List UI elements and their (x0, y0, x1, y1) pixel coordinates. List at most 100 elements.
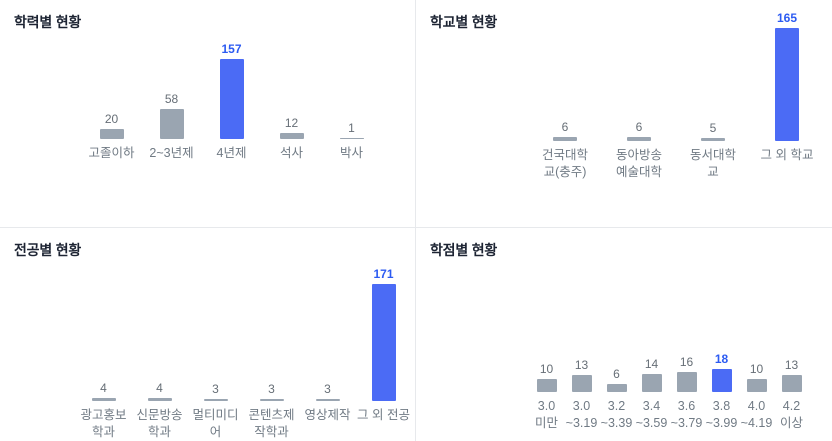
chart-panel-education-level: 학력별 현황 20 고졸이하 58 2~3년제 157 4년제 12 석사 1 박사 (0, 0, 416, 228)
category-label: 신문방송 학과 (136, 408, 183, 439)
bar-group: 4 광고홍보 학과 (76, 264, 132, 441)
bar-stack: 14 (641, 349, 662, 392)
bar-value: 4 (100, 381, 107, 395)
bar-stack: 10 (746, 349, 767, 392)
bar (627, 137, 651, 141)
bar-stack: 3 (315, 264, 340, 401)
bar-stack: 4 (91, 264, 116, 401)
bar (259, 399, 284, 401)
bar-group: 20 고졸이하 (82, 39, 142, 163)
category-label: 4.2 이상 (779, 399, 803, 430)
bar (553, 137, 577, 141)
bar-chart-school: 6 건국대학 교(충주) 6 동아방송 예술대학 5 동서대학 교 165 그 외 학교 (416, 8, 832, 181)
bar (676, 372, 697, 392)
bar-group: 10 3.0 미만 (529, 349, 564, 430)
bar-group: 5 동서대학 교 (676, 8, 750, 181)
bar (701, 138, 725, 141)
bar-stack: 4 (147, 264, 172, 401)
bar-group: 157 4년제 (202, 39, 262, 163)
bar-value-highlighted: 18 (714, 352, 729, 366)
chart-panel-school: 학교별 현황 6 건국대학 교(충주) 6 동아방송 예술대학 5 동서대학 교 165 그 … (416, 0, 832, 228)
category-label: 4년제 (216, 146, 247, 160)
bar-value: 1 (348, 121, 355, 135)
bar-highlighted (219, 59, 244, 139)
bar-stack: 3 (259, 264, 284, 401)
bar (571, 375, 592, 392)
bar (147, 398, 172, 401)
bar (339, 138, 364, 139)
category-label: 광고홍보 학과 (80, 408, 127, 439)
bar-value: 5 (709, 121, 717, 135)
category-label: 영상제작 (304, 408, 351, 422)
bar (746, 379, 767, 392)
bar-group: 14 3.4 ~3.59 (634, 349, 669, 430)
bar-value: 13 (574, 358, 589, 372)
bar-value: 10 (749, 362, 764, 376)
bar-value: 20 (104, 112, 119, 126)
chart-title-gpa: 학점별 현황 (430, 242, 498, 258)
bar (536, 379, 557, 392)
bar-group: 4 신문방송 학과 (132, 264, 188, 441)
bar-value: 6 (561, 120, 569, 134)
bar-chart-major: 4 광고홍보 학과 4 신문방송 학과 3 멀티미디 어 3 콘텐츠제 작학과 3 영상제작 171… (0, 264, 415, 441)
bar-group: 6 3.2 ~3.39 (599, 349, 634, 430)
bar-highlighted (711, 369, 732, 392)
bar-group: 171 그 외 전공 (356, 264, 412, 441)
category-label: 3.2 ~3.39 (600, 399, 633, 430)
bar-group: 13 3.0 ~3.19 (564, 349, 599, 430)
bar-group: 18 3.8 ~3.99 (704, 349, 739, 430)
bar-group: 3 영상제작 (300, 264, 356, 441)
category-label: 콘텐츠제 작학과 (248, 408, 295, 439)
bar-stack: 10 (536, 349, 557, 392)
bar-group: 1 박사 (322, 39, 382, 163)
bar-stack: 157 (219, 39, 244, 139)
bar (606, 384, 627, 392)
bar-value: 16 (679, 355, 694, 369)
bar (91, 398, 116, 401)
bar-value: 14 (644, 357, 659, 371)
category-label: 멀티미디 어 (192, 408, 239, 439)
category-label: 동아방송 예술대학 (615, 148, 662, 179)
category-label: 건국대학 교(충주) (541, 148, 588, 179)
bar-value: 13 (784, 358, 799, 372)
chart-title-school: 학교별 현황 (430, 14, 498, 30)
bar-stack: 13 (571, 349, 592, 392)
category-label: 4.0 ~4.19 (740, 399, 773, 430)
bar-stack: 12 (279, 39, 304, 139)
bar-group: 3 멀티미디 어 (188, 264, 244, 441)
bar-highlighted (371, 284, 396, 401)
bar-value-highlighted: 171 (373, 267, 394, 281)
bar-value: 6 (613, 367, 620, 381)
category-label: 동서대학 교 (689, 148, 736, 179)
bar-value: 10 (539, 362, 554, 376)
category-label: 그 외 학교 (760, 148, 814, 162)
bar-group: 3 콘텐츠제 작학과 (244, 264, 300, 441)
category-label: 3.0 미만 (534, 399, 558, 430)
bar-chart-education-level: 20 고졸이하 58 2~3년제 157 4년제 12 석사 1 박사 (0, 39, 415, 163)
bar-group: 12 석사 (262, 39, 322, 163)
bar-stack: 16 (676, 349, 697, 392)
bar-group: 13 4.2 이상 (774, 349, 809, 430)
category-label: 3.0 ~3.19 (565, 399, 598, 430)
chart-title-major: 전공별 현황 (14, 242, 82, 258)
bar-stack: 3 (203, 264, 228, 401)
bar-value: 3 (212, 382, 219, 396)
bar (781, 375, 802, 392)
category-label: 고졸이하 (88, 146, 135, 160)
bar-stack: 18 (711, 349, 732, 392)
bar-stack: 171 (371, 264, 396, 401)
category-label: 석사 (279, 146, 303, 160)
bar-group: 58 2~3년제 (142, 39, 202, 163)
category-label: 2~3년제 (149, 146, 194, 160)
category-label: 3.8 ~3.99 (705, 399, 738, 430)
bar-stack: 6 (606, 349, 627, 392)
bar-stack: 6 (553, 8, 577, 141)
bar-stack: 165 (775, 8, 799, 141)
bar (641, 374, 662, 392)
bar-group: 16 3.6 ~3.79 (669, 349, 704, 430)
bar-value: 58 (164, 92, 179, 106)
bar-value: 6 (635, 120, 643, 134)
bar (315, 399, 340, 401)
bar-stack: 20 (99, 39, 124, 139)
